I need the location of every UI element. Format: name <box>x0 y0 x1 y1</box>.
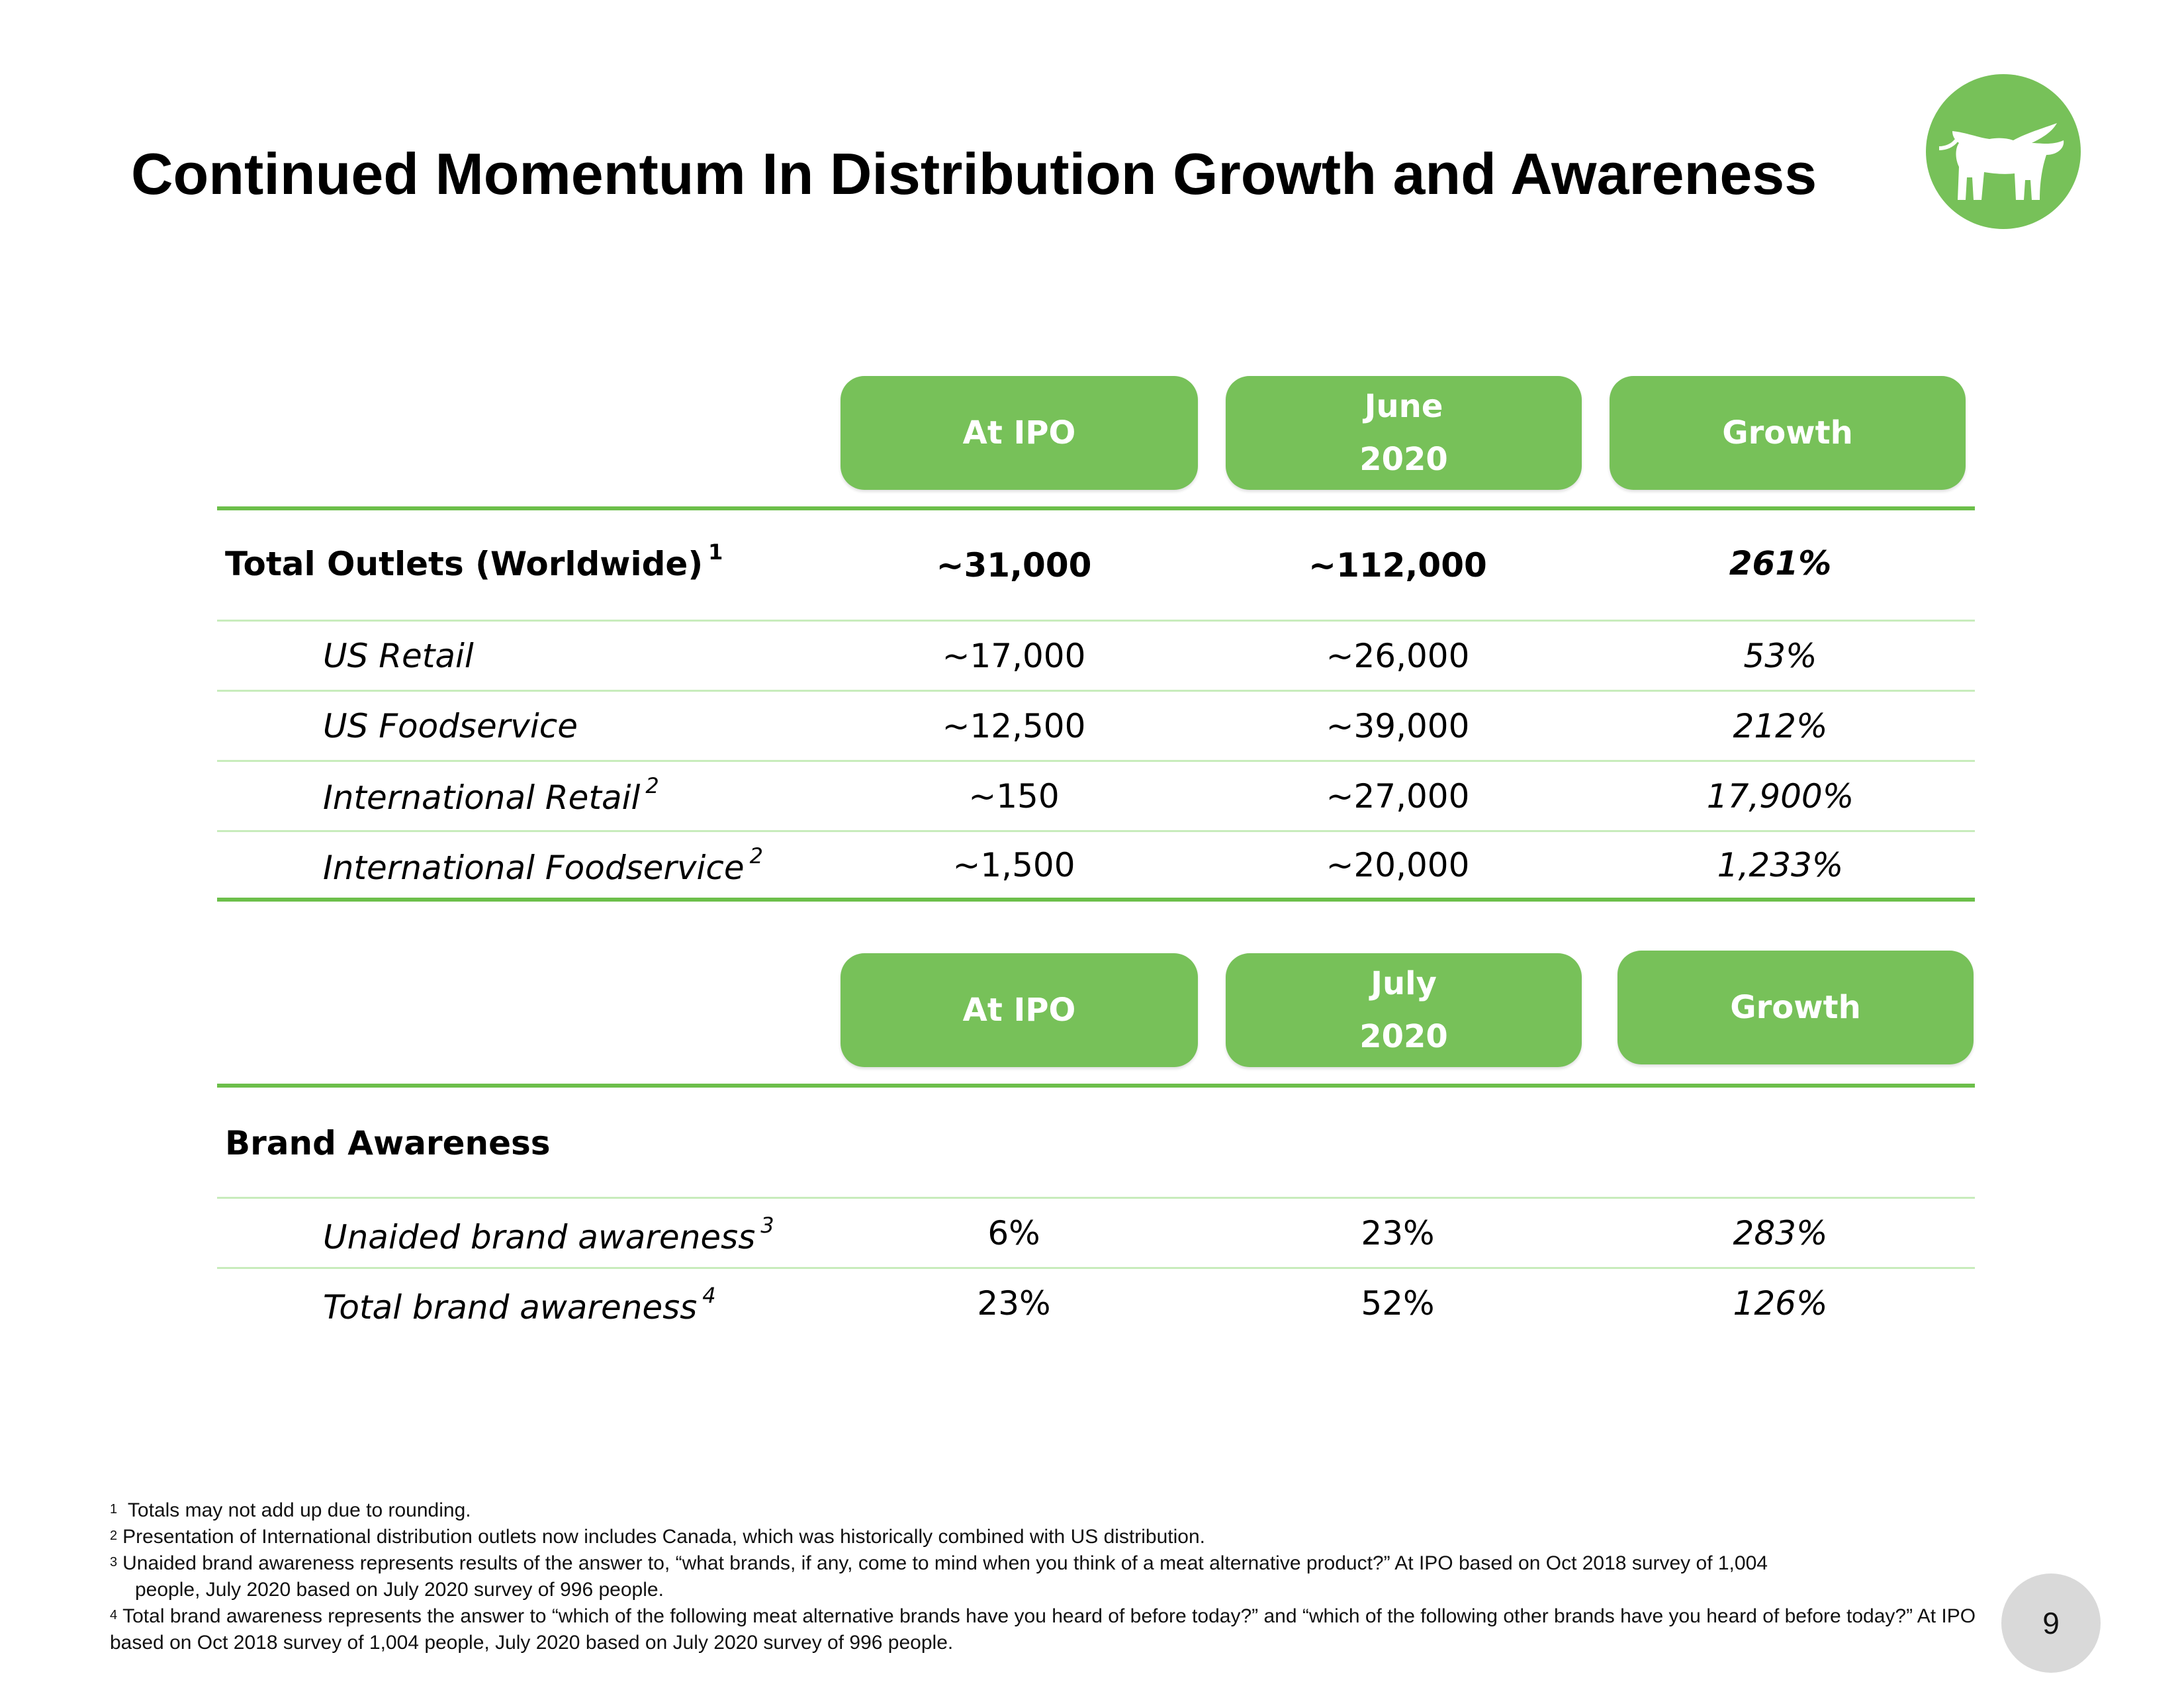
page-title: Continued Momentum In Distribution Growt… <box>131 141 1817 207</box>
row-divider <box>217 620 1975 622</box>
footnote-4: 4 Total brand awareness represents the an… <box>110 1605 1976 1654</box>
row-label-us-retail: US Retail <box>323 637 474 675</box>
row-divider <box>217 830 1975 832</box>
header-growth: Growth <box>1617 951 1974 1064</box>
total-outlets-june-2020: ~112,000 <box>1308 546 1487 585</box>
row-divider <box>217 760 1975 762</box>
us-retail-growth: 53% <box>1743 637 1817 675</box>
row-divider <box>217 1197 1975 1199</box>
us-foodservice-june-2020: ~39,000 <box>1326 707 1470 745</box>
row-label-total-outlets: Total Outlets (Worldwide) 1 <box>225 539 723 583</box>
row-divider <box>217 690 1975 692</box>
header-june-2020: June 2020 <box>1226 376 1582 490</box>
us-foodservice-growth: 212% <box>1733 707 1828 745</box>
us-foodservice-ipo: ~12,500 <box>942 707 1086 745</box>
row-label-international-foodservice: International Foodservice 2 <box>323 843 764 887</box>
unaided-awareness-july-2020: 23% <box>1361 1214 1435 1252</box>
header-growth: Growth <box>1610 376 1966 490</box>
row-label-us-foodservice: US Foodservice <box>323 707 578 745</box>
section-label-brand-awareness: Brand Awareness <box>225 1124 551 1162</box>
row-label-unaided-awareness: Unaided brand awareness 3 <box>323 1213 774 1256</box>
table-rule <box>217 898 1975 902</box>
international-foodservice-growth: 1,233% <box>1717 846 1844 884</box>
unaided-awareness-growth: 283% <box>1733 1214 1828 1252</box>
bull-icon <box>1926 74 2081 229</box>
footnote-2: 2 Presentation of International distribut… <box>110 1526 1205 1548</box>
us-retail-june-2020: ~26,000 <box>1326 637 1470 675</box>
row-label-international-retail: International Retail 2 <box>323 773 659 817</box>
total-awareness-ipo: 23% <box>977 1284 1051 1323</box>
table-rule <box>217 506 1975 510</box>
header-at-ipo: At IPO <box>841 376 1198 490</box>
international-retail-june-2020: ~27,000 <box>1326 777 1470 816</box>
unaided-awareness-ipo: 6% <box>987 1214 1040 1252</box>
footnote-3-continued: people, July 2020 based on July 2020 sur… <box>135 1579 664 1601</box>
row-label-total-awareness: Total brand awareness 4 <box>323 1283 716 1327</box>
footnote-1: 1 Totals may not add up due to rounding. <box>110 1499 471 1521</box>
total-awareness-july-2020: 52% <box>1361 1284 1435 1323</box>
row-divider <box>217 1267 1975 1269</box>
page-number: 9 <box>2001 1573 2101 1673</box>
total-outlets-growth: 261% <box>1729 544 1832 583</box>
international-foodservice-june-2020: ~20,000 <box>1326 846 1470 884</box>
total-outlets-ipo: ~31,000 <box>936 546 1092 585</box>
us-retail-ipo: ~17,000 <box>942 637 1086 675</box>
international-foodservice-ipo: ~1,500 <box>952 846 1075 884</box>
header-at-ipo: At IPO <box>841 953 1198 1067</box>
footnotes: 1 Totals may not add up due to rounding.… <box>110 1497 1996 1656</box>
header-july-2020: July 2020 <box>1226 953 1582 1067</box>
footnote-3: 3 Unaided brand awareness represents resu… <box>110 1552 1768 1574</box>
total-awareness-growth: 126% <box>1733 1284 1828 1323</box>
international-retail-ipo: ~150 <box>968 777 1060 816</box>
international-retail-growth: 17,900% <box>1706 777 1854 816</box>
table-rule <box>217 1084 1975 1088</box>
